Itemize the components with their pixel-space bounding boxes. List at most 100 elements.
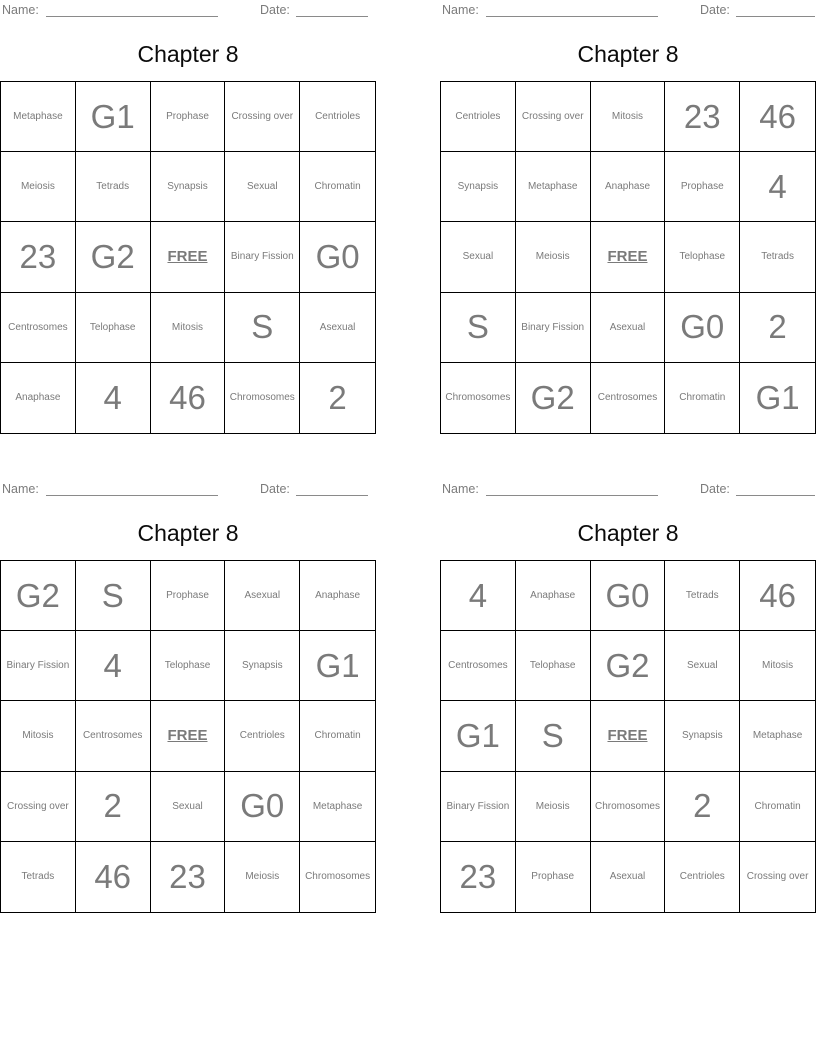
bingo-cell: 4 (75, 631, 151, 702)
bingo-cell: Chromosomes (590, 771, 666, 842)
bingo-cell: Crossing over (1, 771, 76, 842)
date-blank-line (296, 495, 368, 496)
bingo-cell: G0 (590, 561, 666, 632)
bingo-cell: Meiosis (515, 222, 591, 293)
bingo-cell: Anaphase (300, 561, 375, 632)
bingo-cell: Chromatin (300, 701, 375, 772)
bingo-cell: Tetrads (665, 561, 741, 632)
bingo-cell: 2 (328, 378, 347, 416)
free-cell: FREE (150, 222, 226, 293)
card-header: Name: Date: (440, 3, 816, 21)
bingo-card: Name: Date: Chapter 8 Centrioles Crossing… (440, 0, 816, 436)
bingo-cell: Centrosomes (1, 292, 76, 363)
bingo-card: Name: Date: Chapter 8 G2 S Prophase Asexual… (0, 479, 376, 915)
name-blank-line (486, 495, 658, 496)
bingo-cell: Synapsis (665, 701, 741, 772)
bingo-cell: Anaphase (515, 561, 591, 632)
bingo-cell: Chromatin (300, 152, 375, 223)
bingo-cell: Binary Fission (515, 292, 591, 363)
bingo-cell: 23 (1, 222, 76, 293)
bingo-cell: Prophase (516, 841, 591, 912)
bingo-cell: Telophase (150, 631, 226, 702)
bingo-cell: Anaphase (590, 152, 666, 223)
bingo-cell: Crossing over (515, 82, 591, 153)
free-cell: FREE (150, 701, 226, 772)
card-header: Name: Date: (0, 482, 376, 500)
bingo-cell: Synapsis (225, 631, 301, 702)
bingo-cell: 4 (740, 152, 815, 223)
bingo-cell: Meiosis (515, 771, 591, 842)
date-blank-line (736, 16, 815, 17)
bingo-cell: Centrioles (225, 701, 301, 772)
card-title: Chapter 8 (137, 520, 239, 546)
date-label: Date: (700, 3, 730, 17)
bingo-cell: Binary Fission (225, 222, 301, 293)
bingo-cell: Centrioles (665, 841, 741, 912)
bingo-cell: Mitosis (590, 82, 666, 153)
date-blank-line (296, 16, 368, 17)
bingo-cell: Metaphase (1, 82, 76, 153)
bingo-cell: Metaphase (515, 152, 591, 223)
bingo-cell: 2 (740, 293, 815, 363)
bingo-cell: Mitosis (1, 701, 76, 772)
bingo-cell: 4 (441, 561, 516, 632)
bingo-cell: Meiosis (1, 152, 76, 223)
bingo-cell: Metaphase (300, 772, 375, 842)
bingo-cell: Tetrads (75, 152, 151, 223)
bingo-cell: G0 (225, 771, 301, 842)
bingo-grid: 4 Anaphase G0 Tetrads 46 Centrosomes Telophase… (440, 560, 816, 913)
bingo-cell: Chromatin (665, 362, 741, 433)
bingo-cell: Chromosomes (225, 362, 301, 433)
name-label: Name: (442, 3, 479, 17)
bingo-cell: Tetrads (1, 841, 76, 912)
bingo-cell: 23 (441, 841, 516, 912)
bingo-cell: Sexual (150, 771, 226, 842)
bingo-cell: Centrosomes (75, 701, 151, 772)
bingo-cell: G2 (75, 222, 151, 293)
name-blank-line (46, 16, 218, 17)
bingo-cell: Binary Fission (1, 631, 76, 702)
bingo-cell: 4 (76, 362, 151, 433)
bingo-cell: Tetrads (740, 222, 815, 293)
bingo-cell: G1 (300, 631, 375, 702)
card-title: Chapter 8 (137, 41, 239, 67)
bingo-cell: Synapsis (441, 152, 516, 223)
bingo-cell: Asexual (225, 561, 301, 632)
bingo-cell: 23 (151, 841, 226, 912)
bingo-cell: 2 (665, 771, 741, 842)
bingo-card: Name: Date: Chapter 8 Metaphase G1 Prophas… (0, 0, 376, 436)
bingo-cell: Mitosis (740, 631, 815, 702)
bingo-cell: Centrioles (441, 82, 516, 153)
bingo-cell: Centrosomes (441, 631, 516, 702)
bingo-cell: Crossing over (746, 871, 809, 883)
bingo-cell: G0 (300, 222, 375, 293)
bingo-grid: G2 S Prophase Asexual Anaphase Binary Fission… (0, 560, 376, 913)
bingo-cell: S (225, 292, 301, 363)
name-blank-line (486, 16, 658, 17)
bingo-cell: Prophase (665, 152, 741, 223)
bingo-cell: Centrosomes (591, 362, 666, 433)
bingo-cell: Anaphase (1, 362, 76, 433)
date-label: Date: (700, 482, 730, 496)
free-cell: FREE (590, 222, 666, 293)
bingo-cell: Meiosis (225, 841, 301, 912)
card-title: Chapter 8 (577, 520, 679, 546)
bingo-cell: Sexual (441, 222, 516, 293)
name-label: Name: (442, 482, 479, 496)
name-blank-line (46, 495, 218, 496)
date-label: Date: (260, 482, 290, 496)
card-header: Name: Date: (440, 482, 816, 500)
bingo-cell: 46 (740, 561, 815, 632)
bingo-cell: 46 (740, 82, 815, 153)
bingo-cell: G0 (665, 292, 741, 363)
bingo-cell: Centrioles (300, 82, 375, 153)
bingo-cell: Synapsis (150, 152, 226, 223)
free-cell: FREE (590, 701, 666, 772)
bingo-cell: Chromosomes (441, 362, 516, 433)
bingo-cell: Telophase (75, 292, 151, 363)
bingo-cell: Telophase (665, 222, 741, 293)
bingo-cell: 2 (75, 771, 151, 842)
bingo-cell: G2 (1, 561, 76, 632)
card-title: Chapter 8 (577, 41, 679, 67)
